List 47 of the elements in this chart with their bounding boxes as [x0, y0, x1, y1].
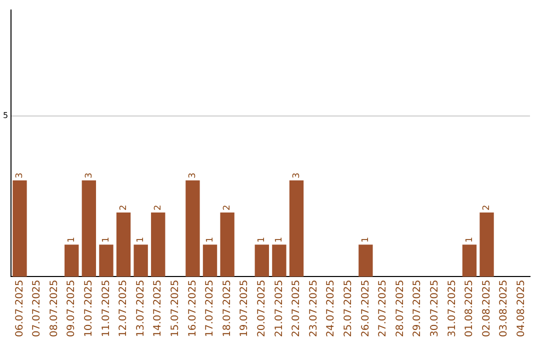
- x-tick-label: 10.07.2025: [84, 280, 95, 338]
- x-tick-label: 06.07.2025: [14, 280, 26, 338]
- data-label: 2: [153, 204, 164, 210]
- x-tick-label: 21.07.2025: [274, 280, 285, 338]
- x-tick-label: 27.07.2025: [378, 280, 389, 338]
- data-label: 3: [292, 172, 302, 178]
- x-tick-label: 31.07.2025: [446, 280, 458, 338]
- x-tick-label: 22.07.2025: [291, 280, 302, 338]
- data-label: 1: [257, 236, 268, 243]
- x-tick-label: 16.07.2025: [187, 280, 198, 338]
- x-tick-label: 17.07.2025: [204, 280, 216, 338]
- x-tick-label: 11.07.2025: [100, 280, 112, 338]
- x-tick-label: 25.07.2025: [342, 280, 354, 338]
- x-tick-label: 02.08.2025: [481, 280, 492, 338]
- x-tick-label: 07.07.2025: [32, 280, 43, 338]
- x-tick-label: 09.07.2025: [66, 280, 78, 338]
- x-tick-label: 23.07.2025: [308, 280, 320, 338]
- data-label: 3: [84, 172, 94, 178]
- x-tick-label: 30.07.2025: [429, 280, 440, 338]
- data-label: 3: [15, 172, 26, 178]
- x-tick-label: 20.07.2025: [256, 280, 268, 338]
- data-label: 1: [66, 236, 77, 243]
- x-tick-label: 08.07.2025: [48, 280, 60, 338]
- x-tick-label: 18.07.2025: [222, 280, 233, 338]
- x-tick-label: 29.07.2025: [412, 280, 424, 338]
- data-label: 2: [118, 204, 129, 210]
- data-label: 3: [188, 172, 198, 178]
- data-label: 2: [482, 204, 492, 210]
- y-tick-label: 5: [2, 111, 8, 120]
- x-tick-label: 12.07.2025: [118, 280, 130, 338]
- data-label: 1: [274, 236, 285, 243]
- x-tick-label: 13.07.2025: [135, 280, 146, 338]
- data-label: 1: [205, 236, 216, 243]
- x-tick-label: 03.08.2025: [498, 280, 510, 338]
- x-tick-label: 19.07.2025: [239, 280, 250, 338]
- x-tick-label: 24.07.2025: [326, 280, 337, 338]
- data-label: 1: [136, 236, 146, 243]
- x-tick-label: 26.07.2025: [360, 280, 372, 338]
- x-tick-label: 15.07.2025: [170, 280, 182, 338]
- x-tick-label: 04.08.2025: [516, 280, 527, 338]
- x-tick-label: 28.07.2025: [394, 280, 406, 338]
- data-label: 2: [222, 204, 233, 210]
- x-tick-label: 01.08.2025: [464, 280, 476, 338]
- x-tick-label: 14.07.2025: [152, 280, 164, 338]
- data-label: 1: [102, 236, 112, 243]
- data-label: 1: [361, 236, 372, 243]
- data-label: 1: [464, 236, 475, 243]
